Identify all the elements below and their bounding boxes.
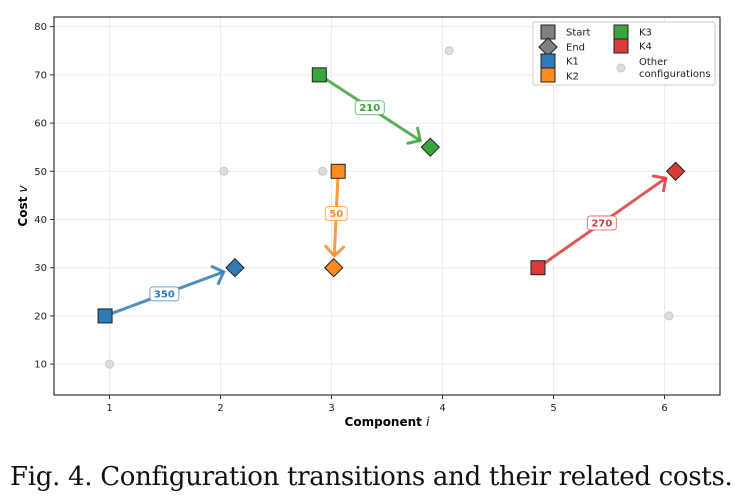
transition-k2: 50 bbox=[324, 163, 348, 278]
cost-label-box bbox=[149, 286, 180, 302]
start-marker bbox=[97, 308, 113, 324]
x-axis-label: Component i bbox=[345, 415, 431, 429]
transition-k3: 210 bbox=[311, 67, 440, 157]
transition-chart: 1 2 3 4 5 6 10 20 30 40 50 60 70 80 Component i Cost v 3… bbox=[16, 16, 721, 429]
cost-label: 50 bbox=[329, 209, 343, 220]
end-marker bbox=[665, 161, 686, 181]
legend-start-marker bbox=[540, 24, 556, 40]
x-tick-label: 4 bbox=[439, 403, 445, 414]
y-tick-label: 40 bbox=[34, 215, 47, 226]
other-configuration-point bbox=[105, 359, 114, 369]
start-marker bbox=[311, 67, 327, 83]
y-tick-label: 20 bbox=[34, 311, 47, 322]
legend-k4-marker bbox=[613, 38, 629, 54]
arrow-head bbox=[210, 265, 226, 285]
cost-label-box bbox=[354, 100, 385, 116]
y-tick-label: 50 bbox=[34, 167, 47, 178]
arrow-head bbox=[324, 244, 346, 258]
x-tick-label: 1 bbox=[106, 403, 112, 414]
plot-frame bbox=[53, 16, 721, 396]
cost-label: 210 bbox=[359, 103, 380, 114]
legend-k4-label: K4 bbox=[639, 42, 652, 53]
legend-start-label: Start bbox=[566, 28, 591, 39]
y-tick-label: 80 bbox=[34, 22, 47, 33]
y-tick-label: 30 bbox=[34, 263, 47, 274]
y-tick-label: 10 bbox=[34, 360, 47, 371]
legend-k3-marker bbox=[613, 24, 629, 40]
arrow-head bbox=[651, 174, 668, 193]
y-tick-label: 60 bbox=[34, 119, 47, 130]
x-axis-label-var: i bbox=[426, 415, 430, 429]
transition-k4: 270 bbox=[530, 161, 686, 276]
x-tick-label: 6 bbox=[661, 403, 667, 414]
y-axis-label-var: v bbox=[16, 184, 30, 192]
figure-caption: Fig. 4. Configuration transitions and th… bbox=[10, 462, 733, 492]
legend-k2-marker bbox=[540, 67, 556, 83]
legend-k1-label: K1 bbox=[566, 57, 579, 68]
x-tick-label: 5 bbox=[550, 403, 556, 414]
end-marker bbox=[324, 258, 344, 278]
legend-k1-marker bbox=[540, 53, 556, 69]
end-marker bbox=[420, 137, 440, 157]
y-axis-label: Cost v bbox=[16, 184, 30, 226]
y-tick-label: 70 bbox=[34, 70, 47, 81]
other-configuration-point bbox=[219, 166, 229, 176]
other-configuration-point bbox=[318, 166, 328, 176]
start-marker bbox=[530, 260, 546, 276]
legend-other-label-line2: configurations bbox=[639, 69, 711, 80]
other-configuration-point bbox=[664, 311, 674, 321]
cost-label: 350 bbox=[154, 289, 175, 300]
cost-label-box bbox=[324, 206, 348, 222]
cost-label-box bbox=[586, 215, 617, 231]
x-tick-label: 3 bbox=[328, 403, 334, 414]
other-configuration-point bbox=[444, 46, 454, 56]
x-tick-label: 2 bbox=[217, 403, 223, 414]
start-marker bbox=[330, 163, 346, 179]
y-axis-label-main: Cost bbox=[16, 196, 30, 226]
legend-other-label-line1: Other bbox=[639, 57, 668, 68]
legend-k3-label: K3 bbox=[639, 28, 652, 39]
x-axis-label-main: Component bbox=[345, 415, 423, 429]
legend-end-label: End bbox=[566, 43, 585, 54]
cost-label: 270 bbox=[591, 218, 612, 229]
arrow-head bbox=[406, 126, 423, 145]
legend-other-marker bbox=[616, 63, 626, 73]
transition-k1: 350 bbox=[97, 258, 245, 324]
end-marker bbox=[225, 258, 245, 278]
legend-k2-label: K2 bbox=[566, 72, 579, 83]
